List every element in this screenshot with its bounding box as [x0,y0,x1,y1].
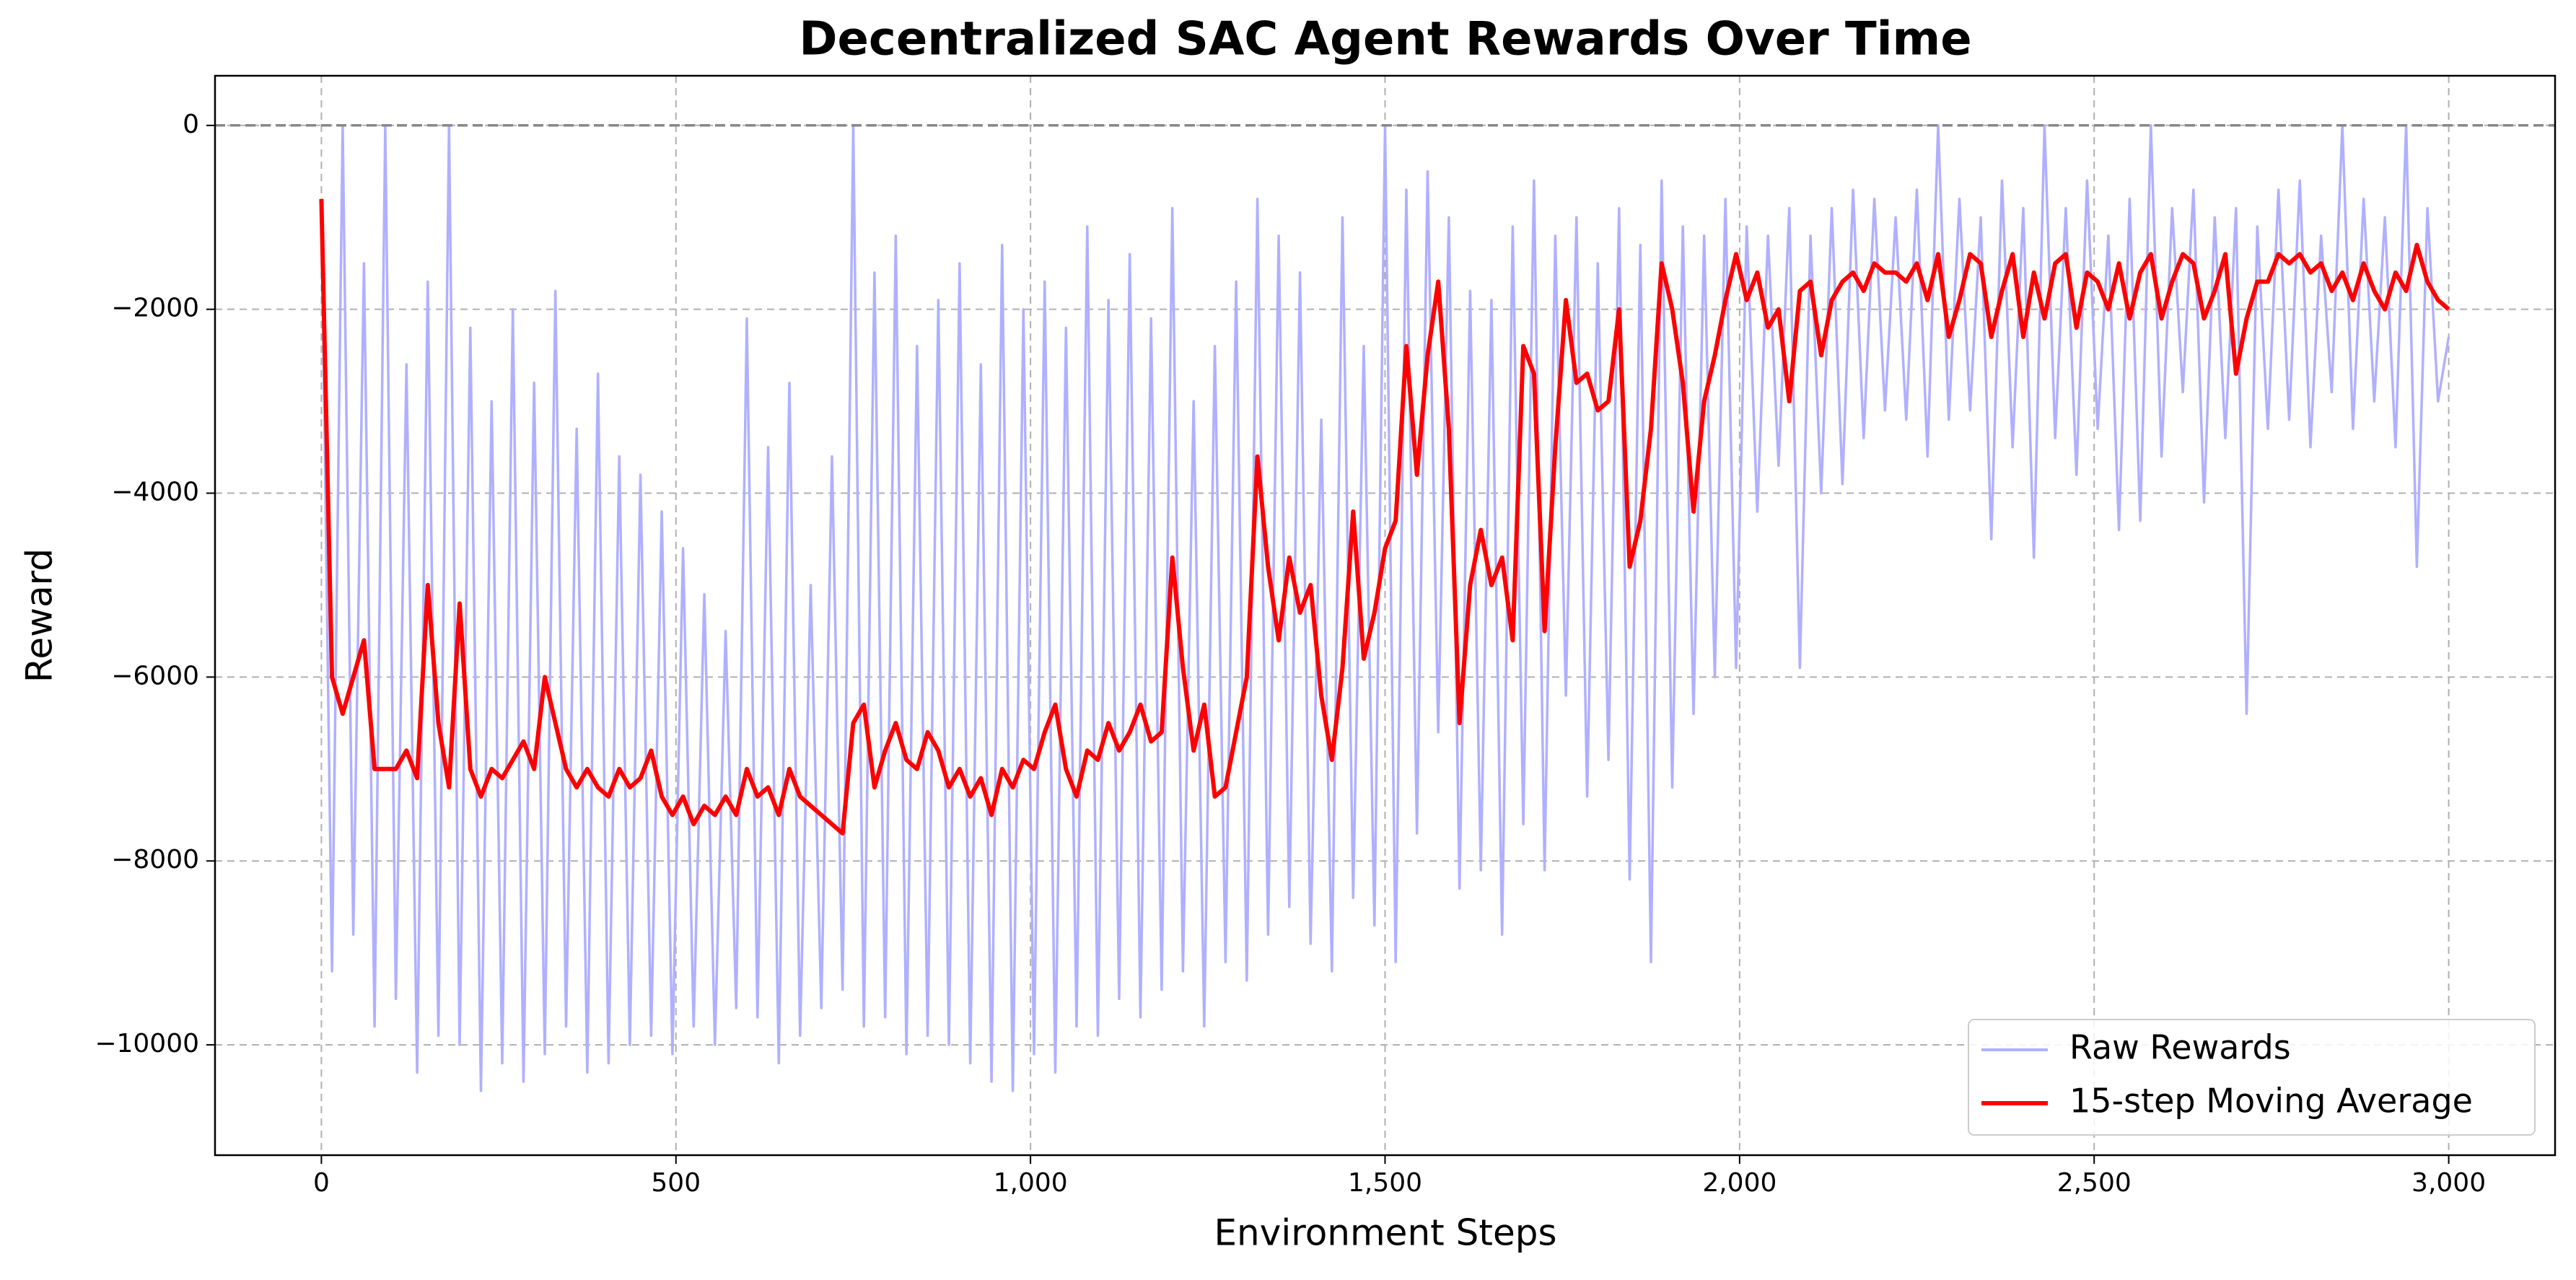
x-tick-label: 1,000 [994,1168,1068,1198]
legend-label: 15-step Moving Average [2069,1082,2473,1121]
x-tick-label: 2,500 [2057,1168,2132,1198]
y-tick-label: −6000 [111,661,199,691]
x-tick-label: 500 [651,1168,701,1198]
y-tick-label: −8000 [111,845,199,874]
x-tick-label: 2,000 [1702,1168,1777,1198]
chart-title: Decentralized SAC Agent Rewards Over Tim… [799,13,1971,66]
x-tick-label: 0 [313,1168,330,1198]
y-tick-label: −4000 [111,478,199,507]
series-line [319,198,2450,836]
y-tick-label: −2000 [111,294,199,323]
y-tick-label: 0 [183,110,199,139]
y-tick-label: −10000 [95,1029,199,1058]
y-axis-label: Reward [19,548,61,683]
plot-frame [214,74,2557,1157]
x-tick-label: 3,000 [2411,1168,2486,1198]
x-axis-label: Environment Steps [1214,1212,1556,1254]
legend-box [1968,1019,2536,1136]
x-tick-label: 1,500 [1348,1168,1422,1198]
legend-label: Raw Rewards [2069,1028,2291,1067]
